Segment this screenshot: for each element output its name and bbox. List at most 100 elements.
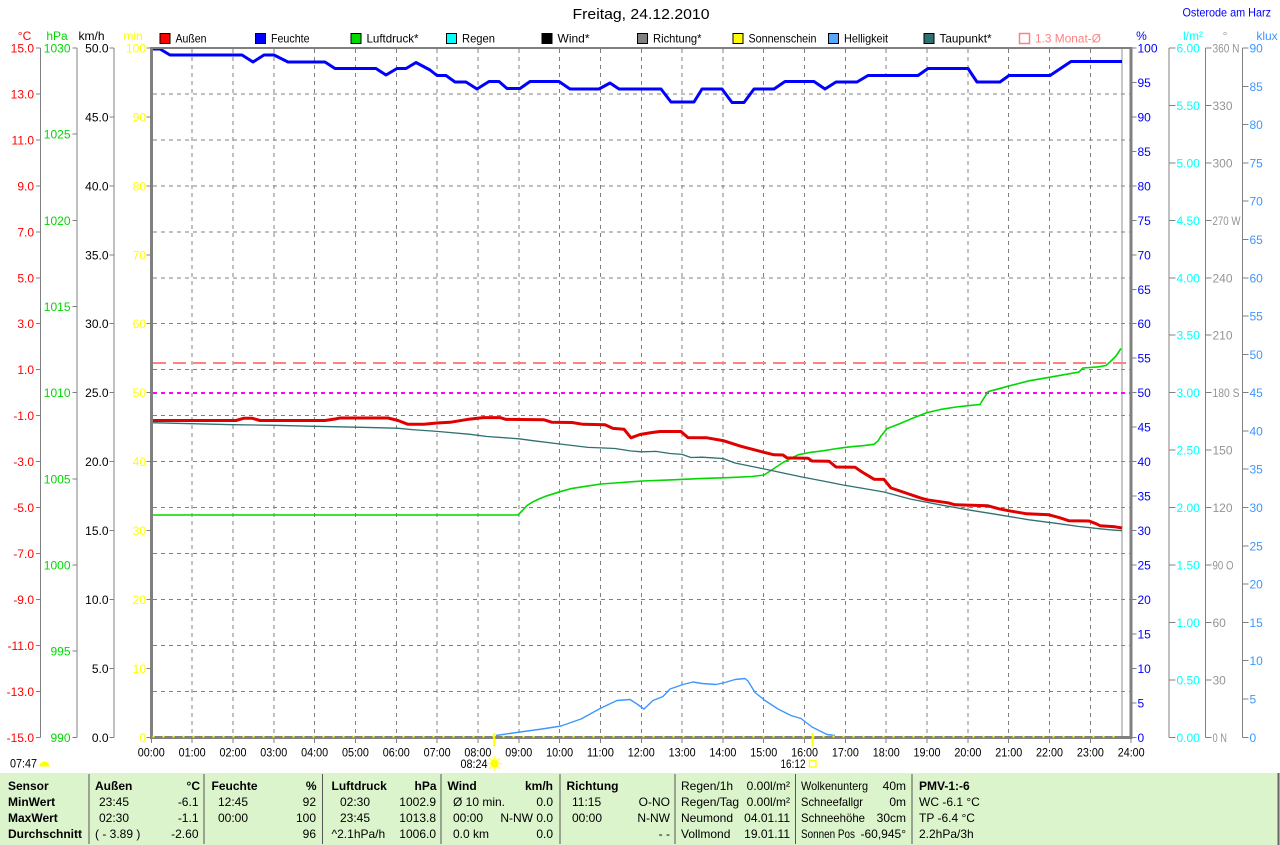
- svg-text:25: 25: [1138, 558, 1152, 572]
- svg-text:07:47: 07:47: [10, 757, 37, 771]
- svg-text:Luftdruck: Luftdruck: [332, 779, 388, 793]
- svg-text:5: 5: [1250, 693, 1257, 707]
- svg-text:90: 90: [1138, 110, 1152, 124]
- svg-text:10: 10: [1250, 654, 1264, 668]
- svg-text:Feuchte: Feuchte: [212, 779, 258, 793]
- svg-text:Sonnen Pos: Sonnen Pos: [801, 827, 855, 841]
- svg-text:60: 60: [1250, 271, 1264, 285]
- svg-text:2.50: 2.50: [1177, 444, 1201, 458]
- svg-text:70: 70: [1138, 248, 1152, 262]
- svg-text:4.50: 4.50: [1177, 214, 1201, 228]
- svg-text:17:00: 17:00: [832, 746, 859, 760]
- svg-text:270 W: 270 W: [1213, 214, 1242, 228]
- svg-text:16:12: 16:12: [781, 757, 806, 771]
- svg-text:Regen: Regen: [462, 32, 495, 46]
- svg-text:02:00: 02:00: [219, 746, 246, 760]
- svg-text:Außen: Außen: [95, 779, 132, 793]
- svg-text:60: 60: [133, 317, 147, 331]
- svg-text:Durchschnitt: Durchschnitt: [8, 827, 82, 841]
- svg-text:20:00: 20:00: [954, 746, 981, 760]
- svg-text:15:00: 15:00: [750, 746, 777, 760]
- svg-text:35: 35: [1250, 463, 1264, 477]
- svg-text:50.0: 50.0: [85, 42, 109, 56]
- svg-text:1.0: 1.0: [17, 363, 34, 377]
- svg-text:18:00: 18:00: [873, 746, 900, 760]
- svg-text:Helligkeit: Helligkeit: [844, 32, 889, 46]
- svg-text:1030: 1030: [44, 42, 71, 56]
- svg-text:1.50: 1.50: [1177, 558, 1201, 572]
- svg-text:35.0: 35.0: [85, 248, 109, 262]
- svg-text:20: 20: [1138, 593, 1152, 607]
- svg-text:1.00: 1.00: [1177, 616, 1201, 630]
- svg-text:1005: 1005: [44, 472, 71, 486]
- svg-text:30cm: 30cm: [877, 811, 906, 825]
- svg-text:l/m²: l/m²: [1183, 29, 1203, 43]
- svg-text:360 N: 360 N: [1213, 42, 1240, 56]
- svg-text:Sensor: Sensor: [8, 779, 49, 793]
- svg-text:0: 0: [1138, 731, 1145, 745]
- svg-text:40m: 40m: [883, 779, 906, 793]
- svg-text:0.00l/m²: 0.00l/m²: [747, 779, 790, 793]
- svg-text:11:15: 11:15: [572, 795, 601, 809]
- svg-text:4.00: 4.00: [1177, 271, 1201, 285]
- svg-text:0.0: 0.0: [536, 827, 553, 841]
- svg-text:09:00: 09:00: [505, 746, 532, 760]
- svg-text:-1.1: -1.1: [178, 811, 199, 825]
- svg-text:°C: °C: [187, 779, 201, 793]
- svg-text:25: 25: [1250, 539, 1264, 553]
- svg-text:08:00: 08:00: [464, 746, 491, 760]
- svg-text:Neumond: Neumond: [681, 811, 733, 825]
- svg-text:TP -6.4 °C: TP -6.4 °C: [919, 811, 975, 825]
- svg-text:92: 92: [303, 795, 317, 809]
- svg-text:2.00: 2.00: [1177, 501, 1201, 515]
- svg-text:N-NW: N-NW: [637, 811, 670, 825]
- svg-text:30: 30: [133, 524, 147, 538]
- svg-text:21:00: 21:00: [995, 746, 1022, 760]
- svg-text:995: 995: [50, 645, 70, 659]
- svg-text:Osterode am Harz: Osterode am Harz: [1183, 6, 1272, 20]
- svg-text:05:00: 05:00: [342, 746, 369, 760]
- svg-text:0.0: 0.0: [92, 731, 109, 745]
- svg-text:210: 210: [1213, 329, 1233, 343]
- svg-text:40: 40: [1250, 424, 1264, 438]
- svg-text:03:00: 03:00: [260, 746, 287, 760]
- svg-text:6.00: 6.00: [1177, 42, 1201, 56]
- svg-text:0.00l/m²: 0.00l/m²: [747, 795, 790, 809]
- svg-text:19.01.11: 19.01.11: [744, 827, 790, 841]
- svg-text:95: 95: [1138, 76, 1152, 90]
- svg-text:12:45: 12:45: [218, 795, 248, 809]
- svg-text:Taupunkt*: Taupunkt*: [940, 32, 992, 46]
- svg-text:°: °: [1223, 29, 1228, 43]
- svg-text:70: 70: [133, 248, 147, 262]
- svg-text:15: 15: [1138, 627, 1152, 641]
- svg-text:20: 20: [1250, 578, 1264, 592]
- svg-text:90: 90: [133, 110, 147, 124]
- svg-text:Regen/Tag: Regen/Tag: [681, 795, 739, 809]
- svg-text:80: 80: [133, 179, 147, 193]
- svg-text:14:00: 14:00: [709, 746, 736, 760]
- svg-text:7.0: 7.0: [17, 225, 34, 239]
- svg-text:km/h: km/h: [525, 779, 553, 793]
- svg-text:30.0: 30.0: [85, 317, 109, 331]
- svg-text:08:24: 08:24: [461, 757, 488, 771]
- svg-text:Sonnenschein: Sonnenschein: [749, 32, 817, 46]
- svg-text:11.0: 11.0: [12, 133, 35, 147]
- svg-text:1010: 1010: [44, 386, 71, 400]
- svg-text:15.0: 15.0: [85, 524, 109, 538]
- svg-text:-7.0: -7.0: [13, 547, 34, 561]
- svg-text:04:00: 04:00: [301, 746, 328, 760]
- svg-text:00:00: 00:00: [453, 811, 483, 825]
- svg-text:50: 50: [1250, 348, 1264, 362]
- svg-text:Schneefallgr: Schneefallgr: [801, 795, 863, 809]
- svg-text:70: 70: [1250, 195, 1264, 209]
- svg-text:Richtung: Richtung: [567, 779, 619, 793]
- svg-text:3.50: 3.50: [1177, 329, 1201, 343]
- svg-text:WC -6.1 °C: WC -6.1 °C: [919, 795, 980, 809]
- svg-text:5.0: 5.0: [17, 271, 34, 285]
- svg-text:min: min: [123, 29, 142, 43]
- svg-text:5.50: 5.50: [1177, 99, 1201, 113]
- svg-text:1006.0: 1006.0: [399, 827, 436, 841]
- svg-text:100: 100: [126, 42, 146, 56]
- svg-text:-60,945°: -60,945°: [861, 827, 907, 841]
- svg-text:Richtung*: Richtung*: [653, 32, 702, 46]
